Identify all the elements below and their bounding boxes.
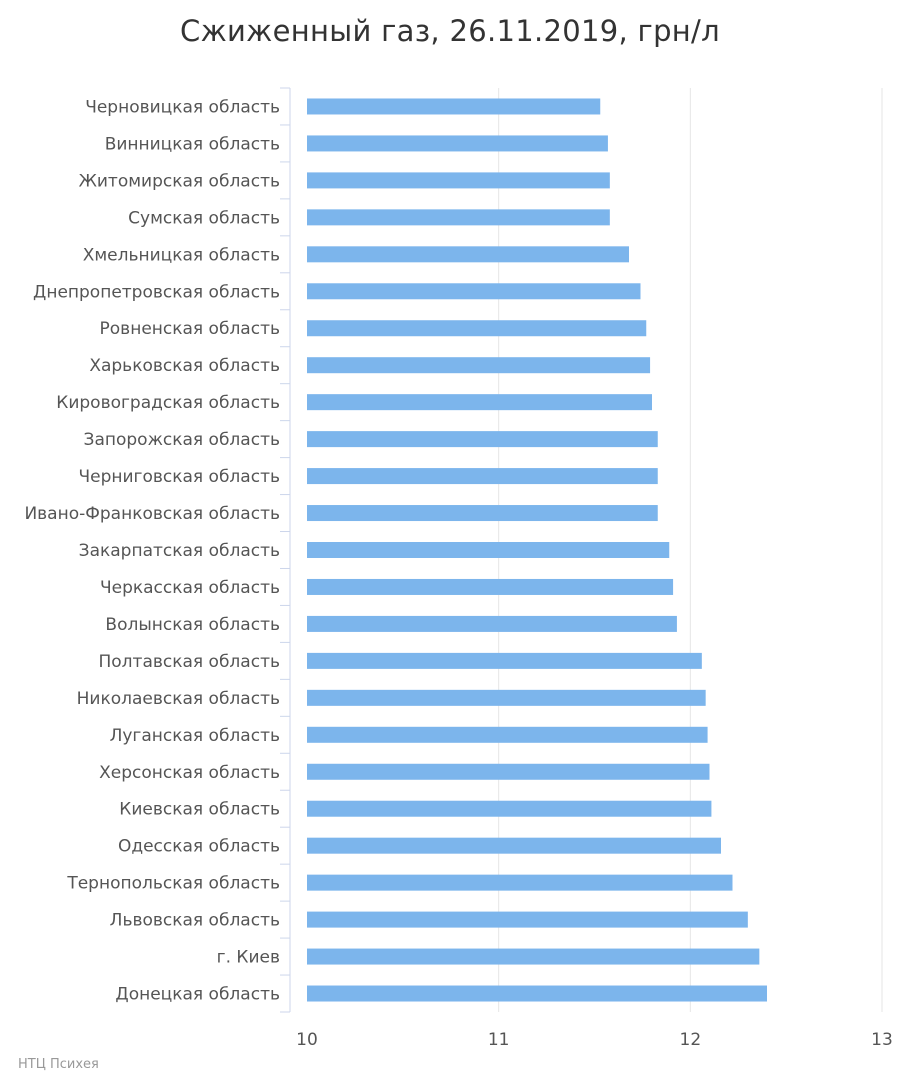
x-tick-label: 10 <box>296 1030 318 1050</box>
category-label: Волынская область <box>105 615 280 635</box>
bar[interactable] <box>307 431 658 448</box>
bar[interactable] <box>307 911 748 928</box>
category-label: Запорожская область <box>84 430 280 450</box>
category-labels: Черновицкая область Винницкая область Жито… <box>24 97 280 1004</box>
category-label: Житомирская область <box>79 171 280 191</box>
category-label: Ровненская область <box>100 319 280 339</box>
x-tick-label: 13 <box>871 1030 893 1050</box>
bar[interactable] <box>307 948 760 965</box>
category-label: Хмельницкая область <box>83 245 280 265</box>
bar[interactable] <box>307 394 652 411</box>
bar[interactable] <box>307 689 706 706</box>
bar[interactable] <box>307 320 647 337</box>
bar[interactable] <box>307 652 702 669</box>
chart-title: Сжиженный газ, 26.11.2019, грн/л <box>180 14 720 48</box>
category-label: Черкасская область <box>100 578 280 598</box>
bar[interactable] <box>307 468 658 485</box>
category-label: Днепропетровская область <box>33 282 280 302</box>
category-label: Николаевская область <box>77 689 280 709</box>
category-label: Одесская область <box>118 837 280 857</box>
x-tick-label: 11 <box>488 1030 510 1050</box>
bars <box>307 98 767 1002</box>
category-label: Тернопольская область <box>66 874 280 894</box>
bar[interactable] <box>307 837 721 854</box>
bar[interactable] <box>307 800 712 817</box>
bar[interactable] <box>307 98 601 115</box>
category-label: Полтавская область <box>99 652 281 672</box>
category-label: Харьковская область <box>89 356 280 376</box>
category-label: Закарпатская область <box>79 541 280 561</box>
category-label: Черниговская область <box>78 467 280 487</box>
category-label: Сумская область <box>128 208 280 228</box>
category-label: Винницкая область <box>105 134 280 154</box>
bar[interactable] <box>307 246 629 263</box>
category-label: Луганская область <box>110 726 280 746</box>
bar[interactable] <box>307 985 767 1002</box>
bar[interactable] <box>307 172 610 189</box>
category-label: Кировоградская область <box>56 393 280 413</box>
category-label: Черновицкая область <box>85 97 280 117</box>
category-label: Херсонская область <box>99 763 280 783</box>
bar[interactable] <box>307 615 677 632</box>
bar[interactable] <box>307 357 651 374</box>
bar[interactable] <box>307 726 708 743</box>
bar[interactable] <box>307 283 641 300</box>
bar[interactable] <box>307 763 710 780</box>
credits[interactable]: НТЦ Психея <box>18 1057 99 1072</box>
category-label: Ивано-Франковская область <box>24 504 280 524</box>
category-label: Донецкая область <box>115 985 280 1005</box>
category-axis <box>280 87 291 1013</box>
bar[interactable] <box>307 578 674 595</box>
x-tick-label: 12 <box>680 1030 702 1050</box>
bar[interactable] <box>307 505 658 522</box>
bar[interactable] <box>307 542 670 558</box>
bar[interactable] <box>307 135 608 152</box>
x-axis-ticks: 10 11 12 13 <box>296 1030 893 1050</box>
category-label: Киевская область <box>119 800 280 820</box>
category-label: Львовская область <box>110 911 280 931</box>
bar[interactable] <box>307 874 733 891</box>
bar[interactable] <box>307 209 610 226</box>
category-label: г. Киев <box>217 948 280 968</box>
